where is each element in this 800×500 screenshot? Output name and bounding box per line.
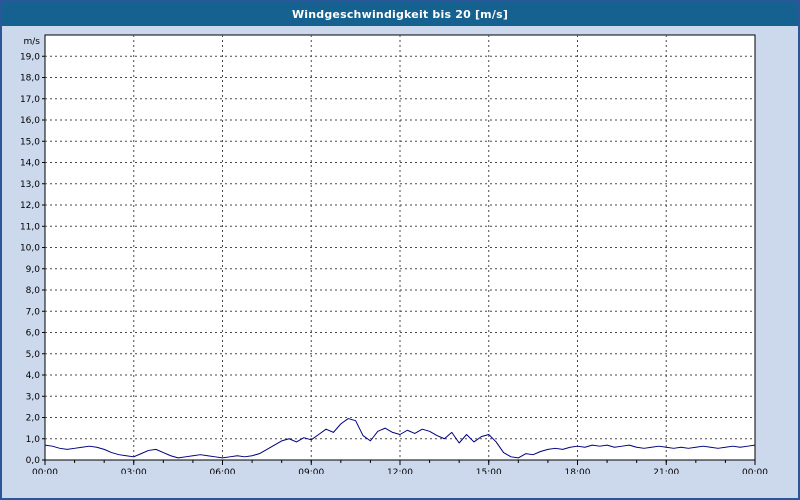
y-tick-label: 3,0	[26, 392, 41, 402]
y-tick-label: 15,0	[20, 137, 40, 147]
x-tick-time-label: 15:00	[476, 468, 502, 474]
x-tick-time-label: 18:00	[565, 468, 591, 474]
wind-speed-line	[44, 418, 756, 459]
y-tick-label: 9,0	[26, 265, 41, 275]
chart-svg: 0,0 1,0 2,0 3,0 4,0 5,0 6,0 7,0 8,0 9,0 10,0 11,0 12…	[20, 34, 768, 474]
y-tick-label: 7,0	[26, 307, 41, 317]
x-tick-time-label: 09:00	[298, 468, 324, 474]
x-tick-time-label: 21:00	[653, 468, 679, 474]
y-tick-label: 2,0	[26, 414, 41, 424]
y-tick-label: 19,0	[20, 52, 40, 62]
y-tick-label: 5,0	[26, 350, 41, 360]
x-tick-time-label: 06:00	[210, 468, 236, 474]
y-tick-label: 16,0	[20, 116, 40, 126]
y-tick-label: 6,0	[26, 329, 41, 339]
y-tick-label: 0,0	[26, 456, 41, 466]
x-tick-time-label: 03:00	[121, 468, 147, 474]
y-tick-label: 4,0	[26, 371, 41, 381]
x-tick-time-label: 12:00	[387, 468, 413, 474]
chart-title: Windgeschwindigkeit bis 20 [m/s]	[291, 7, 509, 21]
y-tick-label: 12,0	[20, 201, 40, 211]
y-tick-label: 13,0	[20, 180, 40, 190]
y-axis-unit-label: m/s	[24, 37, 41, 47]
y-tick-label: 8,0	[26, 286, 41, 296]
chart-title-bar: Windgeschwindigkeit bis 20 [m/s]	[2, 2, 798, 26]
x-tick-time-label: 00:00	[32, 468, 58, 474]
x-tick-time-label: 00:00	[742, 468, 768, 474]
y-tick-label: 10,0	[20, 244, 40, 254]
y-tick-label: 14,0	[20, 159, 40, 169]
y-tick-label: 11,0	[20, 222, 40, 232]
y-tick-label: 1,0	[26, 435, 41, 445]
y-tick-label: 17,0	[20, 95, 40, 105]
y-tick-label: 18,0	[20, 74, 40, 84]
